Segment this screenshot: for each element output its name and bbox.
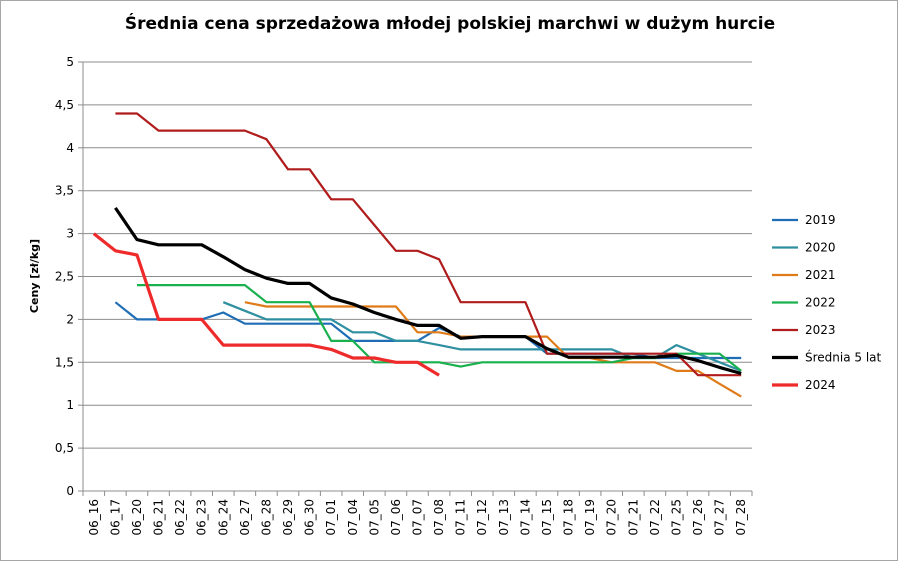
legend-label: 2021 — [805, 268, 836, 282]
x-tick-label: 07_07 — [411, 499, 425, 536]
y-tick-label: 0 — [66, 484, 74, 498]
x-tick-label: 07_13 — [497, 499, 511, 536]
y-axis-ticks: 0 0,5 1 1,5 2 2,5 3 3,5 4 4,5 5 — [55, 55, 83, 498]
x-tick-label: 07_28 — [734, 499, 748, 536]
x-tick-label: 07_22 — [648, 499, 662, 536]
x-tick-label: 07_18 — [562, 499, 576, 536]
legend-label: 2020 — [805, 241, 836, 255]
x-tick-label: 07_25 — [669, 499, 683, 536]
y-tick-label: 1,5 — [55, 355, 74, 369]
y-tick-label: 4,5 — [55, 98, 74, 112]
series-lines — [92, 112, 742, 398]
x-tick-label: 06_22 — [173, 499, 187, 536]
x-tick-label: 06_24 — [216, 499, 230, 536]
x-tick-label: 06_27 — [238, 499, 252, 536]
x-tick-label: 07_19 — [583, 499, 597, 536]
chart-title: Średnia cena sprzedażowa młodej polskiej… — [124, 14, 776, 34]
y-tick-label: 5 — [66, 55, 74, 69]
legend-label: 2023 — [805, 323, 836, 337]
x-tick-label: 06_20 — [130, 499, 144, 536]
x-tick-label: 07_27 — [713, 499, 727, 536]
x-tick-label: 07_12 — [475, 499, 489, 536]
x-tick-label: 07_14 — [518, 499, 532, 536]
legend-label: Średnia 5 lat — [805, 350, 882, 365]
y-tick-label: 3 — [66, 227, 74, 241]
x-tick-label: 06_29 — [281, 499, 295, 536]
x-tick-label: 07_06 — [389, 499, 403, 536]
y-tick-label: 2 — [66, 312, 74, 326]
x-tick-label: 06_30 — [303, 499, 317, 536]
series-line — [115, 112, 742, 377]
x-tick-label: 07_05 — [367, 499, 381, 536]
x-axis-ticks: 06_16 06_17 06_20 06_21 06_22 06_23 06_24 06_27… — [82, 491, 753, 536]
x-tick-label: 07_08 — [432, 499, 446, 536]
x-tick-label: 07_11 — [454, 499, 468, 536]
x-tick-label: 06_16 — [87, 499, 101, 536]
gridlines — [83, 61, 752, 492]
x-tick-label: 07_15 — [540, 499, 554, 536]
x-tick-label: 06_23 — [195, 499, 209, 536]
x-tick-label: 07_21 — [626, 499, 640, 536]
x-tick-label: 07_01 — [324, 499, 338, 536]
series-line — [92, 232, 440, 377]
y-tick-label: 0,5 — [55, 441, 74, 455]
x-tick-label: 06_21 — [152, 499, 166, 536]
legend-label: 2022 — [805, 296, 836, 310]
series-line — [114, 206, 742, 376]
x-tick-label: 07_04 — [346, 499, 360, 536]
y-tick-label: 1 — [66, 398, 74, 412]
y-tick-label: 4 — [66, 141, 74, 155]
x-tick-label: 07_20 — [605, 499, 619, 536]
legend-label: 2019 — [805, 213, 836, 227]
x-tick-label: 06_28 — [259, 499, 273, 536]
legend-label: 2024 — [805, 378, 836, 392]
x-tick-label: 07_26 — [691, 499, 705, 536]
y-tick-label: 2,5 — [55, 270, 74, 284]
y-tick-label: 3,5 — [55, 184, 74, 198]
legend: 2019 2020 2021 2022 2023 Średnia 5 lat 2024 — [772, 213, 882, 392]
x-tick-label: 06_17 — [108, 499, 122, 536]
y-axis-label: Ceny [zł/kg] — [28, 239, 41, 313]
